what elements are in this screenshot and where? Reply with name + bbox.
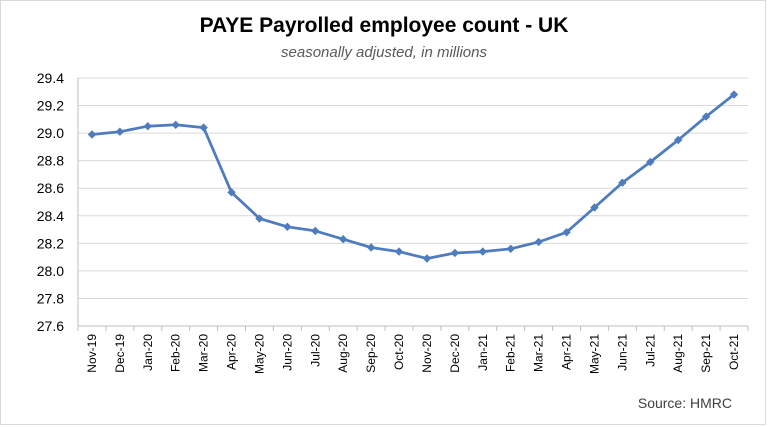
data-point (143, 122, 152, 131)
data-point (394, 247, 404, 256)
x-tick-label: Aug-21 (671, 334, 685, 373)
x-tick-label: Jun-20 (280, 334, 294, 371)
data-point (171, 120, 180, 130)
x-tick-label: Aug-20 (336, 334, 350, 373)
x-tick-label: Feb-20 (169, 334, 183, 372)
x-tick-label: Apr-21 (560, 334, 574, 370)
x-tick-label: Mar-20 (197, 334, 211, 372)
source-note: Source: HMRC (637, 395, 732, 411)
y-tick-label: 28.4 (37, 208, 64, 224)
data-point (311, 226, 320, 236)
x-tick-label: May-21 (587, 334, 601, 374)
data-point (115, 127, 125, 136)
x-tick-label: Apr-20 (225, 334, 239, 370)
data-point (729, 90, 739, 99)
x-tick-label: Jan-20 (141, 334, 155, 371)
y-tick-label: 27.8 (37, 290, 64, 306)
y-tick-label: 28.2 (37, 235, 64, 251)
x-tick-label: Jul-20 (308, 334, 322, 367)
data-point (366, 243, 376, 252)
y-tick-label: 28.6 (37, 180, 64, 196)
data-point (701, 112, 711, 121)
x-tick-label: Feb-21 (504, 334, 518, 372)
y-tick-label: 29.4 (37, 70, 64, 86)
x-tick-label: Mar-21 (532, 334, 546, 372)
x-tick-label: Jul-21 (643, 334, 657, 367)
y-tick-label: 29.2 (37, 98, 64, 114)
x-tick-label: Nov-19 (85, 334, 99, 373)
series-layer (87, 90, 739, 263)
x-tick-label: Jan-21 (476, 334, 490, 371)
data-point (506, 244, 515, 254)
data-point (227, 188, 236, 197)
x-tick-label: Nov-20 (420, 334, 434, 373)
data-point (450, 248, 460, 258)
x-tick-label: Dec-20 (448, 334, 462, 373)
series-line (91, 93, 735, 260)
y-tick-label: 29.0 (37, 125, 64, 141)
data-point (618, 178, 627, 187)
data-point (199, 123, 208, 132)
gridlines (78, 77, 748, 299)
data-point (590, 203, 599, 212)
data-point (534, 237, 543, 247)
data-point (562, 228, 571, 237)
x-axis: Nov-19 Dec-19 Jan-20 Feb-20 Mar-20 Apr-20 May-… (77, 325, 749, 374)
data-point (422, 254, 432, 263)
y-axis: 29.4 29.2 29.0 28.8 28.6 28.4 28.2 28.0 27.8 27.6 (37, 70, 79, 334)
x-tick-label: Sep-20 (364, 334, 378, 373)
x-tick-label: Oct-20 (392, 334, 406, 370)
y-tick-label: 28.0 (37, 263, 64, 279)
data-point (87, 130, 97, 139)
x-tick-label: Oct-21 (727, 334, 741, 370)
data-point (674, 135, 683, 145)
data-point (646, 157, 655, 167)
x-tick-label: May-20 (252, 334, 266, 374)
y-tick-label: 27.6 (37, 318, 64, 334)
data-point (339, 235, 348, 244)
y-tick-label: 28.8 (37, 153, 64, 169)
x-tick-label: Jun-21 (615, 334, 629, 371)
chart-title: PAYE Payrolled employee count - UK (199, 14, 569, 37)
chart-subtitle: seasonally adjusted, in millions (281, 44, 487, 61)
data-point (478, 247, 487, 256)
data-point (255, 214, 264, 223)
x-tick-label: Dec-19 (113, 334, 127, 373)
x-tick-label: Sep-21 (699, 334, 713, 373)
data-point (283, 222, 292, 231)
